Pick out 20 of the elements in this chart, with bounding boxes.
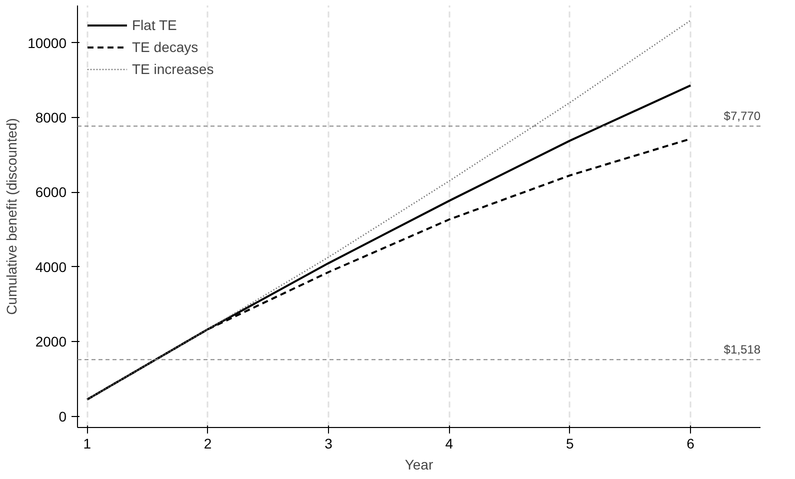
legend-label: TE increases bbox=[132, 61, 214, 77]
y-tick-label: 4000 bbox=[35, 258, 67, 275]
x-tick-label: 6 bbox=[686, 436, 695, 452]
y-tick-label: 8000 bbox=[35, 110, 67, 126]
x-axis-title: Year bbox=[404, 456, 434, 472]
x-tick-label: 1 bbox=[83, 436, 92, 452]
ref-line-label: $7,770 bbox=[724, 109, 761, 124]
y-tick-label: 0 bbox=[58, 408, 67, 424]
y-tick-label: 10000 bbox=[28, 34, 67, 51]
ref-line-label: $1,518 bbox=[724, 342, 761, 357]
line-series bbox=[86, 20, 692, 400]
y-axis-title: Cumulative benefit (discounted) bbox=[4, 118, 20, 315]
x-tick-label: 5 bbox=[566, 436, 574, 452]
y-tick-label: 2000 bbox=[35, 334, 67, 350]
x-tick-label: 3 bbox=[324, 436, 333, 452]
x-tick-label: 2 bbox=[204, 436, 212, 452]
legend-label: Flat TE bbox=[132, 17, 177, 33]
legend-label: TE decays bbox=[132, 39, 198, 55]
y-tick-label: 6000 bbox=[35, 184, 67, 200]
x-tick-label: 4 bbox=[445, 436, 454, 452]
